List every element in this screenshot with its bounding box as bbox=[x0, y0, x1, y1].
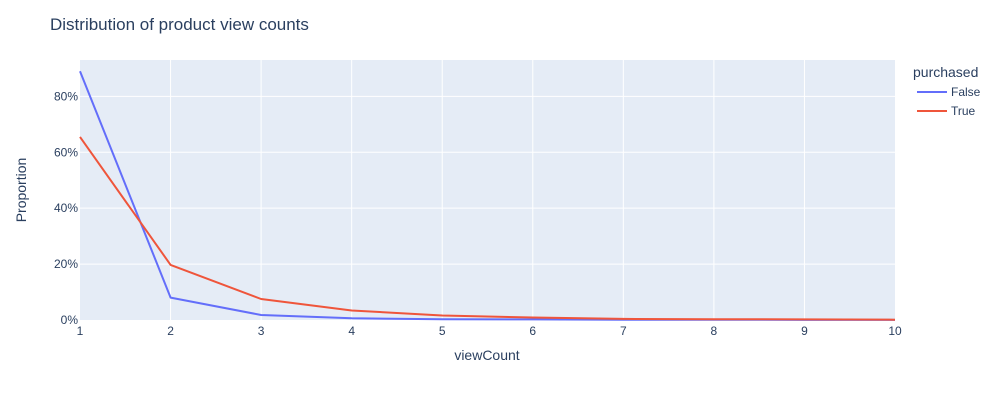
y-tick-label: 80% bbox=[54, 89, 78, 103]
legend-label: True bbox=[951, 104, 976, 118]
y-tick-label: 20% bbox=[54, 257, 78, 271]
y-tick-label: 60% bbox=[54, 145, 78, 159]
legend-title: purchased bbox=[913, 64, 978, 80]
x-tick-label: 8 bbox=[711, 324, 718, 338]
x-tick-label: 3 bbox=[258, 324, 265, 338]
x-tick-label: 7 bbox=[620, 324, 627, 338]
x-tick-label: 5 bbox=[439, 324, 446, 338]
series-line-true[interactable] bbox=[79, 136, 896, 321]
series-lines bbox=[79, 70, 896, 321]
grid bbox=[80, 60, 895, 320]
x-tick-label: 2 bbox=[167, 324, 174, 338]
x-tick-label: 10 bbox=[888, 324, 902, 338]
tick-labels: 1 2 3 4 5 6 7 8 9 10 0% 20% 40% 60% 80% bbox=[54, 89, 902, 338]
legend[interactable]: purchased False True bbox=[913, 64, 981, 118]
x-tick-label: 9 bbox=[801, 324, 808, 338]
legend-item-true[interactable]: True bbox=[917, 104, 976, 118]
y-tick-label: 0% bbox=[61, 313, 79, 327]
legend-item-false[interactable]: False bbox=[917, 85, 981, 99]
chart-title: Distribution of product view counts bbox=[50, 15, 309, 34]
plot-area bbox=[80, 60, 895, 320]
y-axis-label: Proportion bbox=[13, 158, 29, 223]
y-tick-label: 40% bbox=[54, 201, 78, 215]
x-tick-label: 4 bbox=[348, 324, 355, 338]
legend-label: False bbox=[951, 85, 981, 99]
x-tick-label: 6 bbox=[529, 324, 536, 338]
x-axis-label: viewCount bbox=[454, 347, 519, 363]
x-tick-label: 1 bbox=[77, 324, 84, 338]
